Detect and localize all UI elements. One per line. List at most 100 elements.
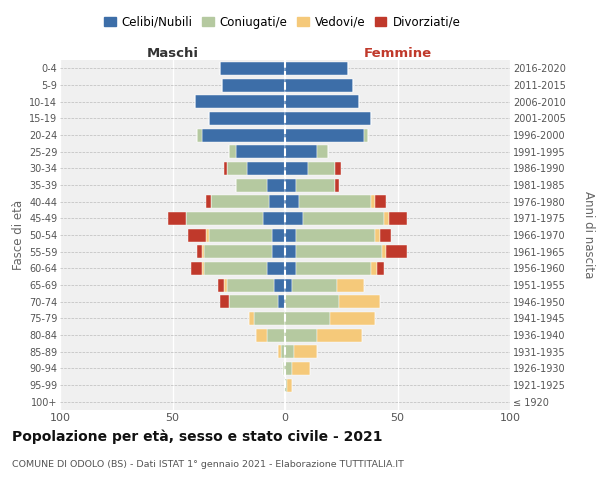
Bar <box>285 378 287 392</box>
Bar <box>267 178 285 192</box>
Bar <box>229 295 278 308</box>
Bar <box>269 195 285 208</box>
Bar <box>274 278 285 291</box>
Bar <box>285 228 296 241</box>
Bar <box>202 128 285 141</box>
Bar <box>303 212 384 225</box>
Bar <box>371 195 375 208</box>
Bar <box>271 245 285 258</box>
Bar <box>299 195 371 208</box>
Bar <box>285 95 359 108</box>
Bar <box>285 128 364 141</box>
Bar <box>256 328 267 342</box>
Bar <box>377 262 384 275</box>
Bar <box>267 262 285 275</box>
Bar <box>224 162 227 175</box>
Text: Popolazione per età, sesso e stato civile - 2021: Popolazione per età, sesso e stato civil… <box>12 430 383 444</box>
Bar <box>335 178 339 192</box>
Bar <box>285 78 353 92</box>
Bar <box>227 162 247 175</box>
Bar <box>386 245 407 258</box>
Bar <box>330 312 375 325</box>
Y-axis label: Fasce di età: Fasce di età <box>11 200 25 270</box>
Bar <box>285 195 299 208</box>
Bar <box>211 195 269 208</box>
Bar <box>278 295 285 308</box>
Bar <box>285 262 296 275</box>
Bar <box>206 195 211 208</box>
Bar <box>375 195 386 208</box>
Bar <box>382 245 386 258</box>
Bar <box>285 62 348 75</box>
Bar <box>195 95 285 108</box>
Text: Femmine: Femmine <box>364 47 431 60</box>
Bar <box>285 345 294 358</box>
Bar <box>317 145 328 158</box>
Legend: Celibi/Nubili, Coniugati/e, Vedovi/e, Divorziati/e: Celibi/Nubili, Coniugati/e, Vedovi/e, Di… <box>99 11 465 34</box>
Bar <box>337 278 364 291</box>
Bar <box>285 245 296 258</box>
Bar <box>285 212 303 225</box>
Bar <box>375 228 380 241</box>
Bar <box>202 245 204 258</box>
Bar <box>227 278 274 291</box>
Bar <box>209 228 271 241</box>
Bar <box>204 262 267 275</box>
Bar <box>339 295 380 308</box>
Bar <box>206 228 209 241</box>
Bar <box>263 212 285 225</box>
Bar <box>186 212 263 225</box>
Bar <box>254 312 285 325</box>
Bar <box>278 345 281 358</box>
Bar <box>235 178 267 192</box>
Bar <box>247 162 285 175</box>
Bar <box>220 295 229 308</box>
Bar <box>285 145 317 158</box>
Bar <box>191 262 202 275</box>
Bar <box>371 262 377 275</box>
Bar <box>197 128 202 141</box>
Bar <box>220 62 285 75</box>
Bar <box>271 228 285 241</box>
Bar <box>296 245 382 258</box>
Bar <box>267 328 285 342</box>
Y-axis label: Anni di nascita: Anni di nascita <box>583 192 595 278</box>
Bar <box>296 178 335 192</box>
Text: COMUNE DI ODOLO (BS) - Dati ISTAT 1° gennaio 2021 - Elaborazione TUTTITALIA.IT: COMUNE DI ODOLO (BS) - Dati ISTAT 1° gen… <box>12 460 404 469</box>
Bar <box>285 278 292 291</box>
Bar <box>188 228 206 241</box>
Bar <box>384 212 389 225</box>
Bar <box>285 328 317 342</box>
Bar <box>335 162 341 175</box>
Bar <box>283 362 285 375</box>
Bar <box>209 112 285 125</box>
Bar <box>294 345 317 358</box>
Bar <box>281 345 285 358</box>
Bar <box>285 312 330 325</box>
Bar <box>202 262 204 275</box>
Bar <box>389 212 407 225</box>
Bar <box>364 128 368 141</box>
Bar <box>292 278 337 291</box>
Bar <box>285 178 296 192</box>
Bar <box>224 278 227 291</box>
Bar <box>285 112 371 125</box>
Text: Maschi: Maschi <box>146 47 199 60</box>
Bar <box>380 228 391 241</box>
Bar <box>308 162 335 175</box>
Bar <box>229 145 235 158</box>
Bar <box>285 362 292 375</box>
Bar <box>285 162 308 175</box>
Bar <box>292 362 310 375</box>
Bar <box>218 278 224 291</box>
Bar <box>296 228 375 241</box>
Bar <box>235 145 285 158</box>
Bar <box>285 295 339 308</box>
Bar <box>296 262 371 275</box>
Bar <box>197 245 202 258</box>
Bar <box>249 312 254 325</box>
Bar <box>287 378 292 392</box>
Bar <box>317 328 361 342</box>
Bar <box>204 245 271 258</box>
Bar <box>222 78 285 92</box>
